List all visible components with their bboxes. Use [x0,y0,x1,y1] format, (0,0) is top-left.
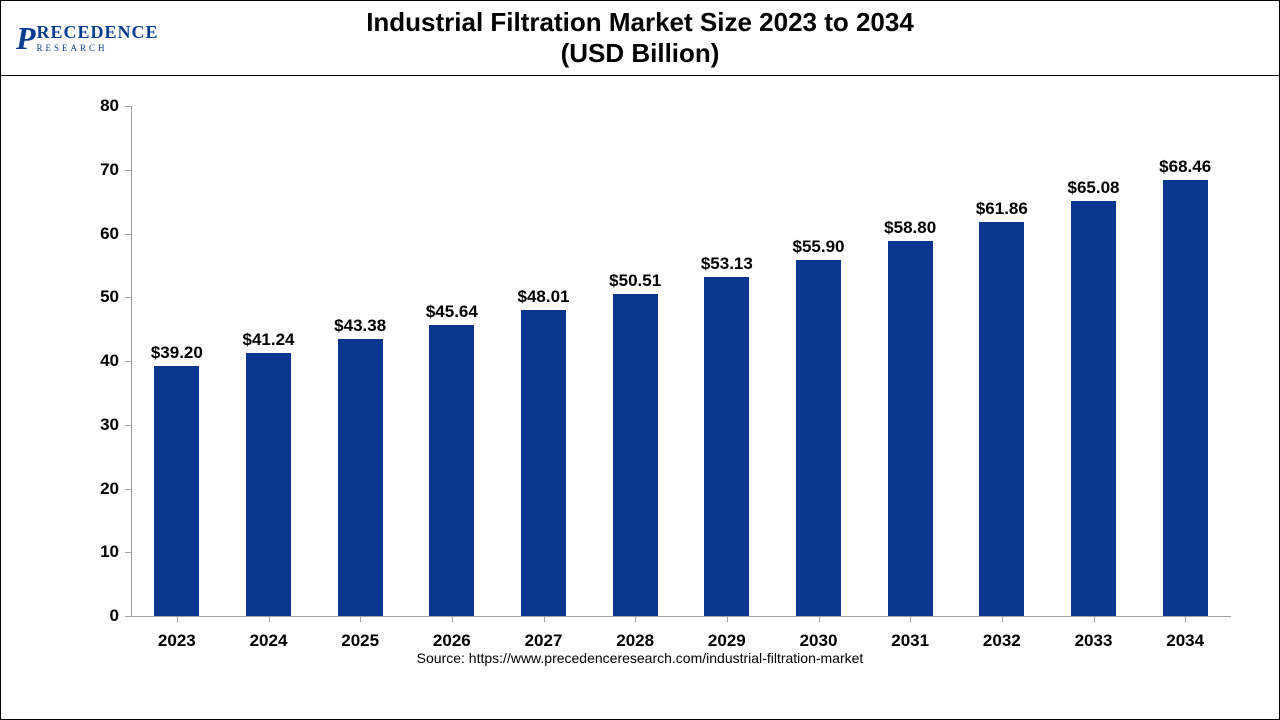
y-tick [125,552,131,553]
y-tick-label: 10 [79,542,119,562]
x-tick-label: 2023 [158,631,196,651]
x-tick [269,616,270,622]
bar-value-label: $41.24 [243,330,295,350]
y-tick [125,234,131,235]
x-tick [635,616,636,622]
x-tick-label: 2025 [341,631,379,651]
y-tick [125,489,131,490]
x-tick [910,616,911,622]
x-tick-label: 2031 [891,631,929,651]
title-block: Industrial Filtration Market Size 2023 t… [171,7,1279,69]
logo-main-text: RECEDENCE [37,23,159,41]
x-tick [1002,616,1003,622]
y-tick [125,297,131,298]
y-tick [125,425,131,426]
y-tick-label: 50 [79,287,119,307]
y-tick [125,106,131,107]
bar [796,260,841,616]
x-tick [1185,616,1186,622]
x-tick [819,616,820,622]
y-tick [125,616,131,617]
bar [979,222,1024,616]
x-tick-label: 2030 [800,631,838,651]
x-tick-label: 2029 [708,631,746,651]
plot-area: 01020304050607080$39.202023$41.242024$43… [131,106,1231,616]
bar-value-label: $58.80 [884,218,936,238]
x-tick-label: 2027 [525,631,563,651]
logo: P RECEDENCE RESEARCH [1,23,171,53]
y-tick-label: 20 [79,479,119,499]
bar [704,277,749,616]
bar [429,325,474,616]
bar [338,339,383,616]
bar [1163,180,1208,616]
bar [613,294,658,616]
x-tick-label: 2032 [983,631,1021,651]
x-tick-label: 2034 [1166,631,1204,651]
chart-title-line1: Industrial Filtration Market Size 2023 t… [171,7,1109,38]
header: P RECEDENCE RESEARCH Industrial Filtrati… [1,1,1279,76]
bar-value-label: $65.08 [1068,178,1120,198]
logo-p-icon: P [16,24,36,53]
bar [1071,201,1116,616]
source-text: Source: https://www.precedenceresearch.c… [1,650,1279,666]
chart-title-line2: (USD Billion) [171,38,1109,69]
bar-value-label: $61.86 [976,199,1028,219]
chart-container: P RECEDENCE RESEARCH Industrial Filtrati… [0,0,1280,720]
bar-value-label: $68.46 [1159,157,1211,177]
logo-sub-text: RESEARCH [37,43,159,53]
bar-value-label: $55.90 [793,237,845,257]
y-tick-label: 0 [79,606,119,626]
y-tick-label: 60 [79,224,119,244]
x-tick [177,616,178,622]
x-tick [727,616,728,622]
bar-value-label: $43.38 [334,316,386,336]
y-tick-label: 80 [79,96,119,116]
y-axis [131,106,132,616]
bar-value-label: $45.64 [426,302,478,322]
chart-area: 01020304050607080$39.202023$41.242024$43… [1,76,1279,676]
y-tick-label: 30 [79,415,119,435]
y-tick [125,170,131,171]
x-tick [360,616,361,622]
x-tick-label: 2024 [250,631,288,651]
bar-value-label: $39.20 [151,343,203,363]
x-axis [131,616,1231,617]
bar-value-label: $50.51 [609,271,661,291]
bar-value-label: $48.01 [518,287,570,307]
y-tick-label: 70 [79,160,119,180]
bar [888,241,933,616]
y-tick [125,361,131,362]
x-tick [544,616,545,622]
x-tick-label: 2028 [616,631,654,651]
bar-value-label: $53.13 [701,254,753,274]
bar [521,310,566,616]
y-tick-label: 40 [79,351,119,371]
x-tick [452,616,453,622]
x-tick [1094,616,1095,622]
bar [246,353,291,616]
bar [154,366,199,616]
x-tick-label: 2033 [1075,631,1113,651]
x-tick-label: 2026 [433,631,471,651]
